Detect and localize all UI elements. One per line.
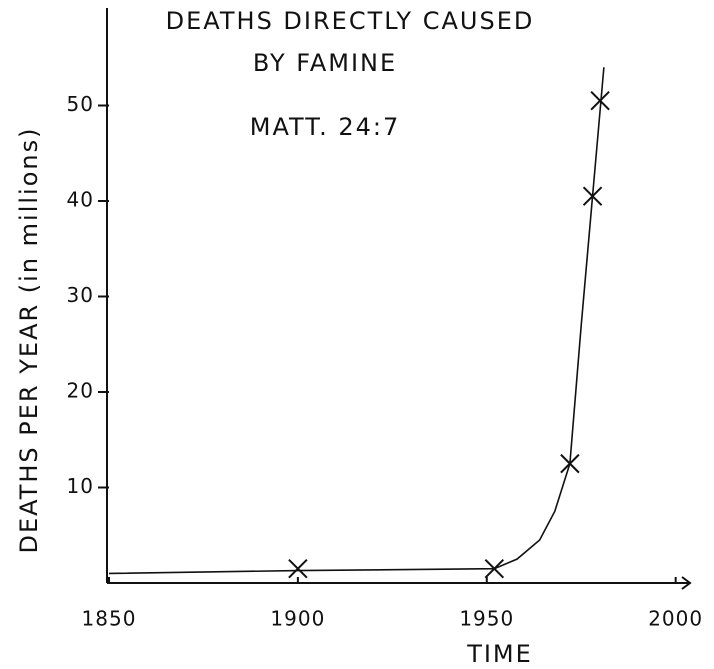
x-axis-label: TIME	[466, 640, 533, 668]
chart-title: DEATHS DIRECTLY CAUSED	[166, 7, 535, 35]
y-axis-label: DEATHS PER YEAR (in millions)	[15, 127, 43, 554]
y-tick-label: 40	[67, 188, 94, 212]
point-marker	[590, 91, 610, 111]
x-tick-label: 1900	[270, 607, 325, 631]
x-tick-label: 1850	[82, 607, 137, 631]
y-tick-label: 20	[67, 379, 94, 403]
x-tick-label: 2000	[648, 607, 703, 631]
point-marker	[582, 186, 603, 206]
x-axis-arrow	[681, 576, 692, 590]
chart-subtitle: BY FAMINE	[253, 49, 397, 77]
point-marker	[288, 558, 308, 579]
curve	[108, 67, 605, 575]
x-tick-label: 1950	[459, 607, 514, 631]
annotation: MATT. 24:7	[250, 113, 400, 141]
point-marker	[560, 453, 580, 474]
y-tick-label: 50	[67, 92, 94, 116]
y-tick-label: 10	[67, 474, 94, 498]
y-tick-label: 30	[67, 283, 94, 307]
point-marker	[484, 558, 505, 579]
